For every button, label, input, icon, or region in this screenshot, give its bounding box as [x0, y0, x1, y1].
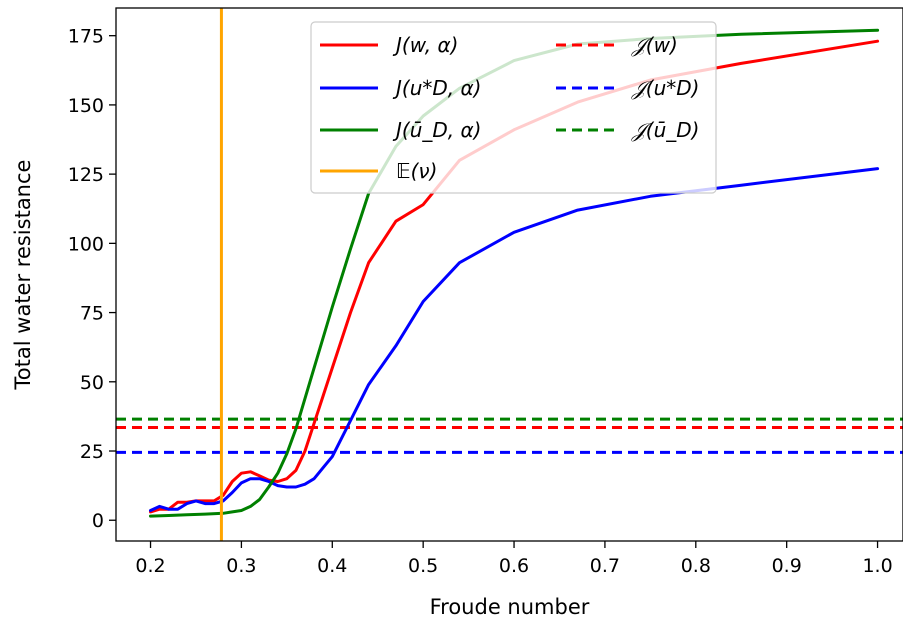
legend: J(w, α) J(u*D, α) J(ū_D, α) 𝔼(ν) 𝒥(w) 𝒥(u*D) 𝒥… — [310, 21, 717, 194]
legend-label: J(ū_D, α) — [392, 118, 481, 142]
y-tick-label: 0 — [92, 510, 104, 532]
y-tick-label: 100 — [68, 233, 104, 255]
legend-label: 𝔼(ν) — [396, 159, 437, 183]
x-tick-label: 0.9 — [772, 555, 802, 577]
x-tick-label: 1.0 — [862, 555, 892, 577]
x-tick-label: 0.2 — [135, 555, 165, 577]
y-tick-label: 25 — [80, 441, 104, 463]
plot-lines — [116, 8, 903, 541]
plot-frame — [115, 7, 903, 542]
y-axis-title: Total water resistance — [11, 160, 35, 391]
y-axis-ticks: 0 25 50 75 100 125 150 175 — [68, 26, 116, 532]
legend-label: 𝒥(u*D) — [631, 76, 699, 100]
x-axis-ticks: 0.2 0.3 0.4 0.5 0.6 0.7 0.8 0.9 1.0 — [135, 541, 893, 577]
x-tick-label: 0.3 — [226, 555, 256, 577]
x-tick-label: 0.6 — [499, 555, 529, 577]
y-tick-label: 50 — [80, 372, 104, 394]
legend-box — [310, 21, 717, 194]
legend-label: 𝒥(w) — [631, 33, 678, 57]
series-line-2 — [149, 167, 880, 512]
y-tick-label: 75 — [80, 303, 104, 325]
x-tick-label: 0.8 — [681, 555, 711, 577]
x-tick-label: 0.7 — [590, 555, 620, 577]
y-tick-label: 125 — [68, 164, 104, 186]
y-tick-label: 150 — [68, 95, 104, 117]
x-axis-title: Froude number — [430, 595, 590, 619]
x-tick-label: 0.4 — [317, 555, 347, 577]
y-tick-label: 175 — [68, 26, 104, 48]
x-tick-label: 0.5 — [408, 555, 438, 577]
legend-label: J(u*D, α) — [392, 76, 481, 100]
legend-label: J(w, α) — [392, 33, 458, 57]
legend-label: 𝒥(ū_D) — [631, 118, 699, 142]
